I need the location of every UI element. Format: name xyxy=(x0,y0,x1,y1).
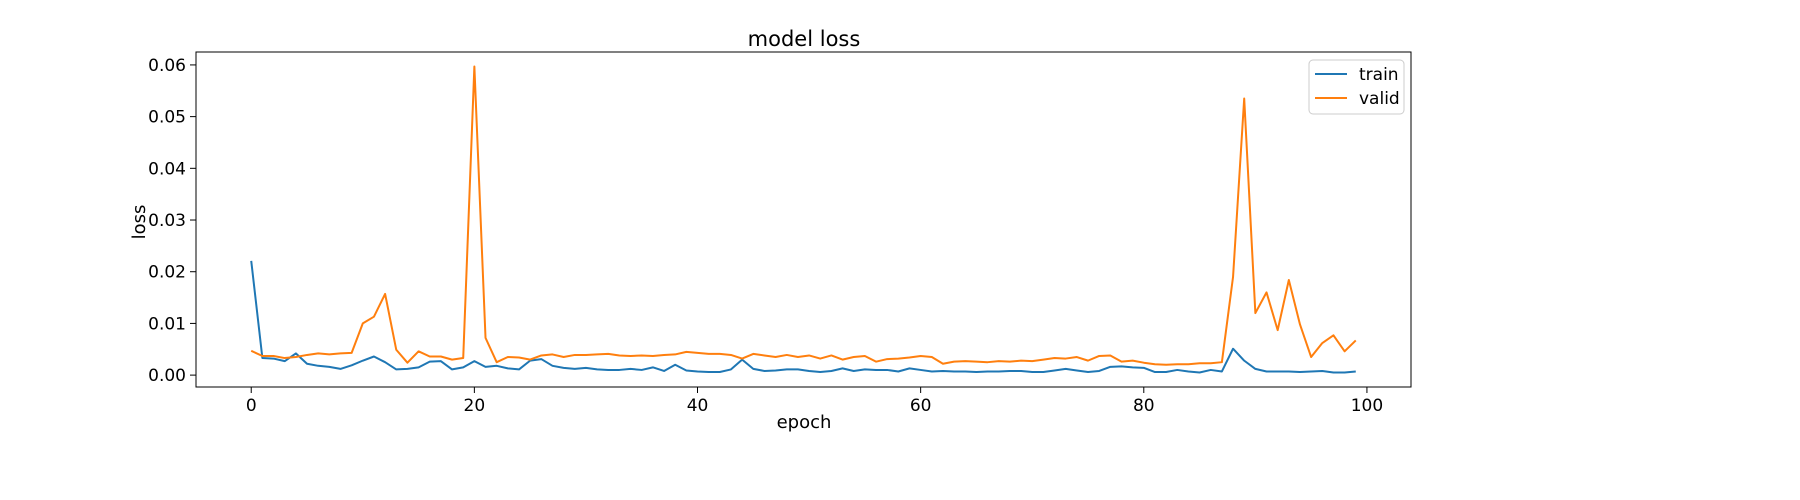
x-tick-label: 20 xyxy=(464,396,486,416)
x-tick-label: 0 xyxy=(246,396,257,416)
y-axis-label: loss xyxy=(129,205,150,240)
y-tick-label: 0.04 xyxy=(148,159,186,179)
plot-area-frame xyxy=(195,51,1412,388)
x-tick-label: 100 xyxy=(1351,396,1383,416)
chart-title: model loss xyxy=(748,27,861,51)
legend-label-train: train xyxy=(1359,65,1399,85)
series-line-valid xyxy=(250,65,1357,366)
legend: train valid xyxy=(1308,59,1405,115)
axis-ticks: 0 20 40 60 80 100 0.00 0.01 0.02 0.03 0.04 0.05 0.06 xyxy=(148,56,1383,416)
legend-label-valid: valid xyxy=(1359,89,1400,109)
x-tick-label: 40 xyxy=(687,396,709,416)
y-tick-label: 0.06 xyxy=(148,56,186,76)
y-tick-label: 0.03 xyxy=(148,211,186,231)
y-tick-label: 0.05 xyxy=(148,108,186,128)
x-tick-label: 60 xyxy=(910,396,932,416)
x-axis-label: epoch xyxy=(777,412,832,433)
x-tick-label: 80 xyxy=(1133,396,1155,416)
y-tick-label: 0.01 xyxy=(148,314,186,334)
series-line-train xyxy=(250,260,1356,374)
y-tick-label: 0.00 xyxy=(148,366,186,386)
y-tick-label: 0.02 xyxy=(148,263,186,283)
series-lines xyxy=(250,65,1357,374)
